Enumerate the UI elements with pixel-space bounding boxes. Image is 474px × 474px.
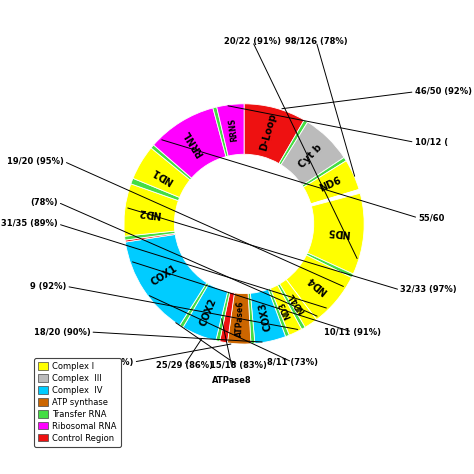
Wedge shape bbox=[125, 233, 175, 242]
Legend: Complex I, Complex  III, Complex  IV, ATP synthase, Transfer RNA, Ribosomal RNA,: Complex I, Complex III, Complex IV, ATP … bbox=[34, 358, 121, 447]
Wedge shape bbox=[183, 284, 228, 341]
Wedge shape bbox=[124, 184, 178, 236]
Text: 9 (92%): 9 (92%) bbox=[30, 282, 66, 291]
Wedge shape bbox=[270, 285, 301, 335]
Text: ND3: ND3 bbox=[277, 300, 292, 320]
Text: 18/20 (90%): 18/20 (90%) bbox=[34, 328, 91, 337]
Wedge shape bbox=[307, 193, 364, 274]
Wedge shape bbox=[213, 107, 228, 156]
Text: 20/22 (91%): 20/22 (91%) bbox=[224, 37, 281, 46]
Wedge shape bbox=[125, 231, 175, 240]
Wedge shape bbox=[216, 292, 230, 341]
Text: ND2: ND2 bbox=[138, 206, 162, 219]
Text: 19/20 (95%): 19/20 (95%) bbox=[7, 157, 64, 166]
Text: 98/126 (78%): 98/126 (78%) bbox=[285, 37, 347, 46]
Wedge shape bbox=[268, 289, 289, 337]
Text: ND4L: ND4L bbox=[287, 291, 307, 315]
Text: Cyt b: Cyt b bbox=[297, 142, 324, 170]
Text: ND4: ND4 bbox=[305, 273, 329, 296]
Text: COX3: COX3 bbox=[257, 301, 273, 332]
Text: 32/33 (97%): 32/33 (97%) bbox=[400, 285, 457, 294]
Wedge shape bbox=[280, 280, 317, 328]
Text: 8/11 (73%): 8/11 (73%) bbox=[266, 357, 318, 366]
Wedge shape bbox=[154, 108, 226, 178]
Text: 10/11 (91%): 10/11 (91%) bbox=[324, 328, 381, 337]
Text: 55/60: 55/60 bbox=[418, 213, 445, 222]
Wedge shape bbox=[279, 120, 308, 165]
Text: RRNS: RRNS bbox=[228, 118, 239, 142]
Wedge shape bbox=[244, 104, 304, 164]
Wedge shape bbox=[131, 178, 180, 201]
Text: 15/18 (83%): 15/18 (83%) bbox=[210, 361, 266, 370]
Wedge shape bbox=[219, 292, 234, 343]
Text: D-Loop: D-Loop bbox=[259, 112, 279, 152]
Text: COX2: COX2 bbox=[198, 296, 219, 328]
Wedge shape bbox=[306, 253, 353, 278]
Wedge shape bbox=[133, 148, 190, 198]
Text: RRNL: RRNL bbox=[182, 128, 206, 158]
Text: (78%): (78%) bbox=[30, 198, 58, 207]
Wedge shape bbox=[281, 122, 344, 185]
Wedge shape bbox=[302, 157, 346, 187]
Wedge shape bbox=[248, 293, 255, 344]
Wedge shape bbox=[277, 284, 305, 329]
Text: ND1: ND1 bbox=[150, 165, 175, 185]
Wedge shape bbox=[286, 255, 352, 319]
Wedge shape bbox=[311, 190, 360, 206]
Text: ND6: ND6 bbox=[318, 176, 343, 194]
Wedge shape bbox=[250, 289, 285, 344]
Wedge shape bbox=[303, 161, 359, 204]
Wedge shape bbox=[180, 283, 209, 328]
Text: 25/29 (86%): 25/29 (86%) bbox=[155, 361, 212, 370]
Wedge shape bbox=[228, 293, 251, 344]
Text: ATPase6: ATPase6 bbox=[235, 301, 246, 337]
Wedge shape bbox=[217, 104, 244, 156]
Text: ATPase8: ATPase8 bbox=[212, 375, 252, 384]
Text: 2/4 (50%): 2/4 (50%) bbox=[88, 357, 134, 366]
Wedge shape bbox=[151, 145, 191, 180]
Text: 10/12 (: 10/12 ( bbox=[415, 138, 448, 147]
Text: ND5: ND5 bbox=[327, 226, 350, 238]
Wedge shape bbox=[125, 235, 207, 325]
Text: 31/35 (89%): 31/35 (89%) bbox=[1, 219, 58, 228]
Text: 46/50 (92%): 46/50 (92%) bbox=[415, 87, 472, 96]
Text: COX1: COX1 bbox=[150, 264, 180, 288]
